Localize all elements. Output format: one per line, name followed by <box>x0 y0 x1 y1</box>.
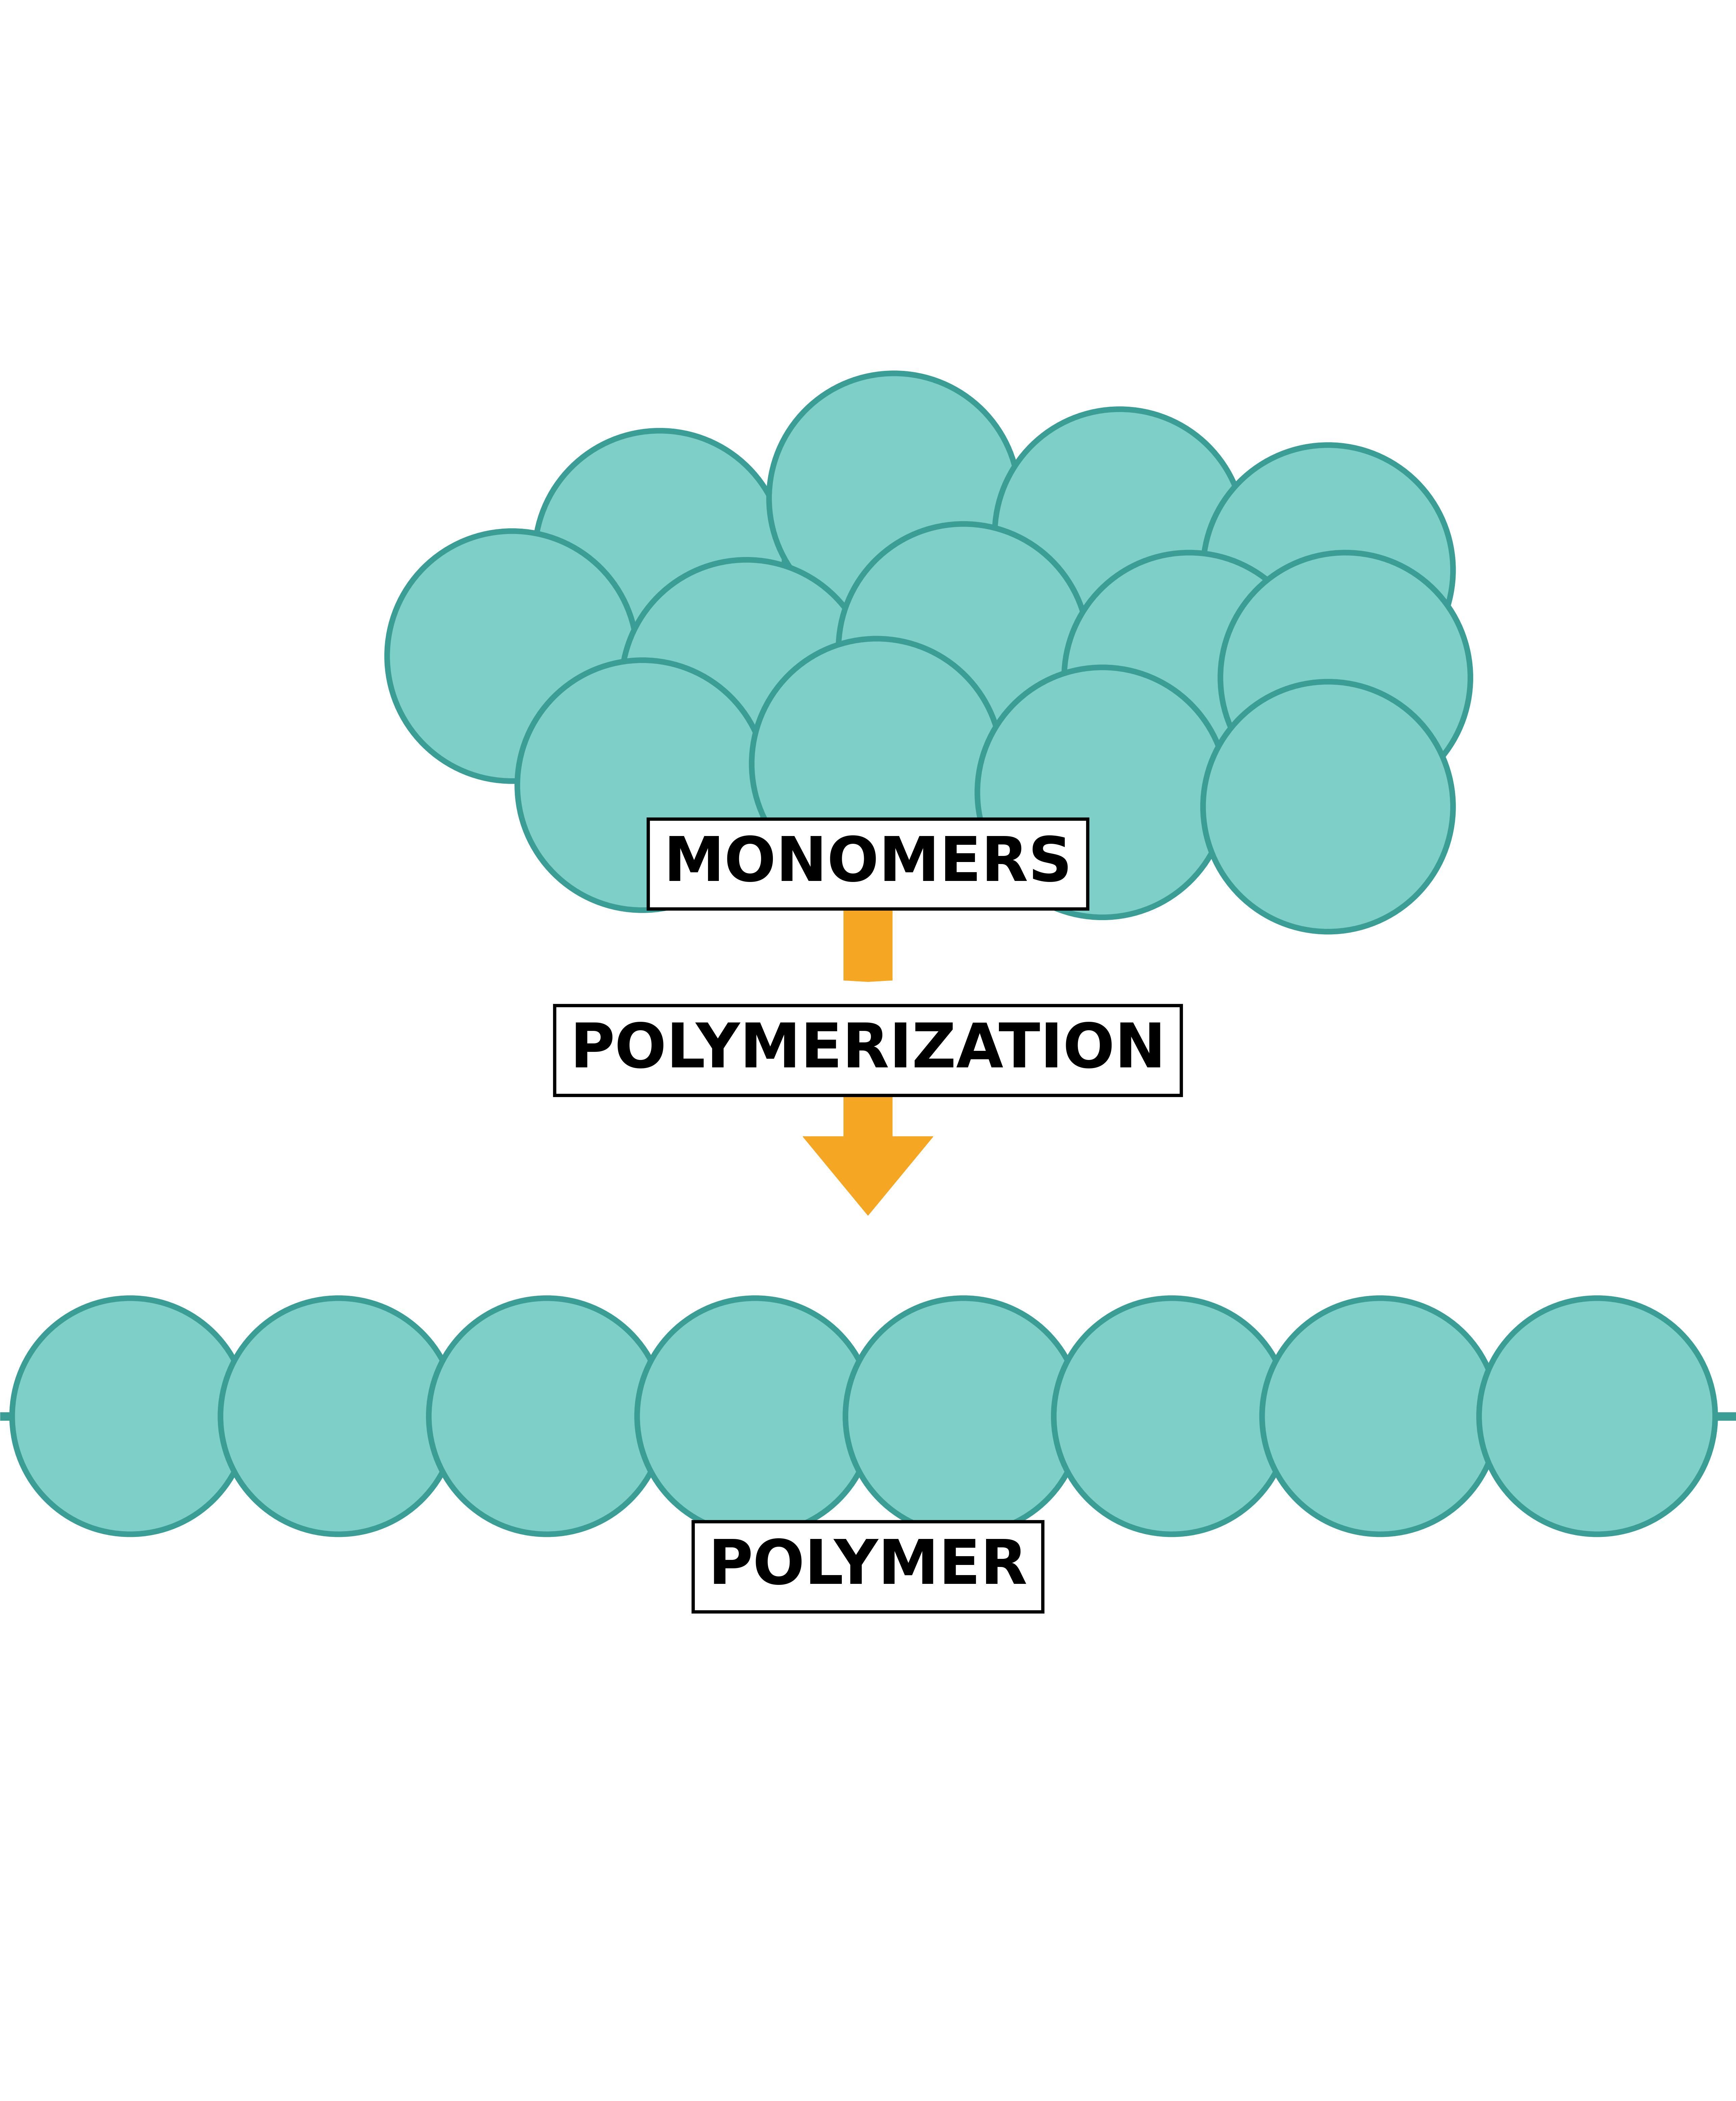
FancyArrow shape <box>844 880 892 981</box>
Text: POLYMER: POLYMER <box>708 1538 1028 1597</box>
Ellipse shape <box>995 410 1245 660</box>
Ellipse shape <box>977 668 1227 918</box>
Ellipse shape <box>1262 1298 1498 1534</box>
Ellipse shape <box>769 374 1019 624</box>
Ellipse shape <box>845 1298 1082 1534</box>
Text: POLYMERIZATION: POLYMERIZATION <box>569 1021 1167 1080</box>
Ellipse shape <box>517 660 767 910</box>
Ellipse shape <box>1203 681 1453 931</box>
Ellipse shape <box>1054 1298 1290 1534</box>
Ellipse shape <box>220 1298 457 1534</box>
Ellipse shape <box>637 1298 873 1534</box>
Ellipse shape <box>429 1298 665 1534</box>
Ellipse shape <box>1203 445 1453 695</box>
Text: MONOMERS: MONOMERS <box>663 834 1073 893</box>
Ellipse shape <box>535 431 785 681</box>
Ellipse shape <box>12 1298 248 1534</box>
Ellipse shape <box>838 523 1088 773</box>
Ellipse shape <box>387 532 637 782</box>
Ellipse shape <box>752 639 1002 889</box>
Ellipse shape <box>1220 553 1470 803</box>
Ellipse shape <box>621 559 871 809</box>
Ellipse shape <box>1479 1298 1715 1534</box>
Ellipse shape <box>1064 553 1314 803</box>
FancyArrow shape <box>802 1067 934 1216</box>
